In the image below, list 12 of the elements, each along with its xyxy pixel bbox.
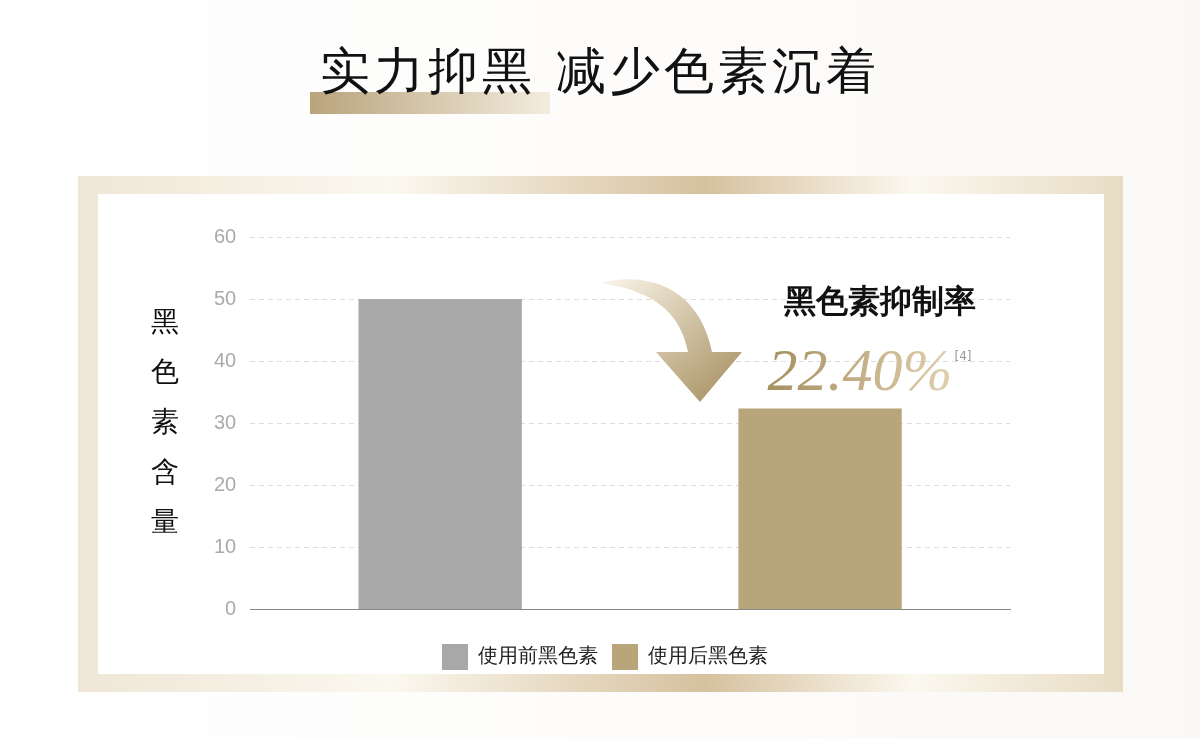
y-tick-label: 20 xyxy=(214,472,237,495)
y-tick-label: 60 xyxy=(214,224,237,247)
y-tick-label: 30 xyxy=(214,410,237,433)
y-axis-title: 黑色素含量 xyxy=(151,304,179,538)
annotation: 黑色素抑制率 xyxy=(784,282,976,320)
legend-label: 使用前黑色素 xyxy=(478,643,598,668)
legend-label: 使用后黑色素 xyxy=(648,643,768,668)
y-tick-label: 40 xyxy=(214,348,237,371)
y-tick-label: 0 xyxy=(225,597,237,620)
y-tick-label: 10 xyxy=(214,535,237,558)
y-tick-label: 50 xyxy=(214,286,237,309)
chart-title: 实力抑黑 减少色素沉着 xyxy=(319,41,881,102)
